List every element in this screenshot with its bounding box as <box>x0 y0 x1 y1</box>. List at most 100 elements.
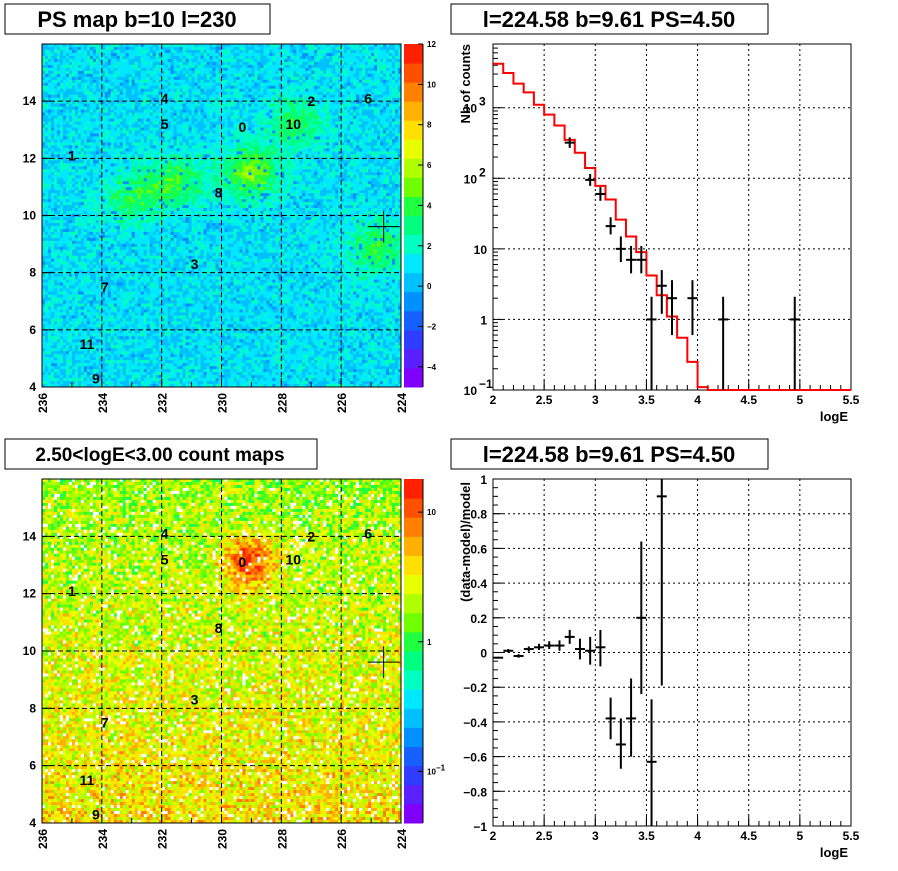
source-label-11: 11 <box>79 336 94 352</box>
count-map-sources: 0 1 2 3 4 5 6 7 8 9 10 11 <box>68 525 400 822</box>
y-tick-label: 14 <box>23 94 37 108</box>
colorbar-tick-label: 2 <box>427 242 432 251</box>
x-tick-label: 224 <box>395 829 409 849</box>
colorbar-segment <box>404 215 423 236</box>
x-tick-label: 232 <box>156 829 170 849</box>
x-tick-label: 4 <box>694 829 701 843</box>
ps-map-colorbar: 12 10 8 6 4 2 0 −2 −4 <box>404 40 437 388</box>
x-tick-label: 226 <box>335 829 349 849</box>
y-tick-label: 10 <box>464 102 478 116</box>
ps-map-grid <box>41 43 402 388</box>
colorbar-segment <box>404 631 423 652</box>
colorbar-segment <box>404 82 423 102</box>
colorbar-segment <box>404 158 423 178</box>
count-map-cells <box>42 479 402 824</box>
colorbar-segment <box>404 234 423 255</box>
colorbar-tick-label: 10 <box>427 80 436 89</box>
y-tick-label: 4 <box>29 816 36 830</box>
source-label-6: 6 <box>364 525 372 541</box>
x-tick-label: 230 <box>216 393 230 413</box>
colorbar-segment <box>404 689 423 709</box>
x-tick-label: 228 <box>275 393 289 413</box>
colorbar-segment <box>404 479 423 499</box>
y-tick-label: −0.4 <box>463 716 487 730</box>
spectrum-panel: l=224.58 b=9.61 PS=4.50 2 2.5 3 3.5 4 4.5 5 5.5… <box>450 3 860 424</box>
model-step-line <box>493 62 851 391</box>
spectrum-title: l=224.58 b=9.61 PS=4.50 <box>483 7 736 32</box>
spectrum-title-box <box>450 3 769 35</box>
x-tick-label: 5.5 <box>843 393 860 407</box>
colorbar-segment <box>404 517 423 537</box>
count-map-title-box <box>4 438 318 470</box>
y-tick-label: 8 <box>29 701 36 715</box>
source-label-6: 6 <box>364 90 372 106</box>
colorbar-segment <box>404 555 423 576</box>
y-tick-label: 10 <box>23 644 37 658</box>
x-tick-label: 230 <box>216 829 230 849</box>
source-label-4: 4 <box>161 525 169 541</box>
colorbar-segment <box>404 746 423 767</box>
source-label-2: 2 <box>307 93 315 109</box>
colorbar-segment <box>404 63 423 83</box>
colorbar-segment <box>404 612 423 633</box>
colorbar-segment <box>404 120 423 140</box>
colorbar-segment <box>404 196 423 216</box>
x-tick-label: 3.5 <box>638 393 655 407</box>
y-tick-label: 1 <box>480 313 487 327</box>
source-label-10: 10 <box>286 116 302 132</box>
colorbar-segment <box>404 253 423 274</box>
colorbar-tick-label: −4 <box>427 363 437 372</box>
residuals-title-box <box>450 438 769 470</box>
residuals-title: l=224.58 b=9.61 PS=4.50 <box>483 442 736 467</box>
x-tick-label: 2 <box>490 393 497 407</box>
colorbar-segment <box>404 177 423 197</box>
colorbar-segment <box>404 536 423 556</box>
colorbar-tick-label: −2 <box>427 322 437 331</box>
x-tick-label: 2.5 <box>536 829 553 843</box>
y-tick-sup: −1 <box>479 377 493 391</box>
source-label-5: 5 <box>161 116 169 132</box>
colorbar-segment <box>404 310 423 331</box>
residuals-plot: 2 2.5 3 3.5 4 4.5 5 5.5 1 0.8 0.6 0.4 0.2 0 −0.2 −0.4 −0… <box>463 473 859 843</box>
residuals-x-label: logE <box>820 845 848 860</box>
colorbar-tick-label: 10 <box>427 767 436 776</box>
source-label-7: 7 <box>101 715 109 731</box>
residuals-y-label: (data-model)/model <box>458 482 473 602</box>
colorbar-segment <box>404 651 423 671</box>
source-label-1: 1 <box>68 583 76 599</box>
source-label-10: 10 <box>286 551 302 567</box>
source-label-8: 8 <box>215 620 223 636</box>
colorbar-segment <box>404 574 423 595</box>
colorbar-segment <box>404 139 423 159</box>
y-tick-label: 0.8 <box>470 508 487 522</box>
y-tick-label: 14 <box>23 529 37 543</box>
source-label-11: 11 <box>79 772 94 788</box>
colorbar-segment <box>404 329 423 350</box>
x-tick-label: 224 <box>395 393 409 413</box>
source-label-3: 3 <box>191 256 199 272</box>
colorbar-tick-label: 6 <box>427 161 432 170</box>
y-tick-label: 0.2 <box>470 612 487 626</box>
y-tick-label: 12 <box>23 151 37 165</box>
x-tick-label: 5.5 <box>843 829 860 843</box>
x-tick-label: 3 <box>592 393 599 407</box>
colorbar-segment <box>404 765 423 786</box>
x-tick-label: 3.5 <box>638 829 655 843</box>
y-tick-label: 10 <box>464 172 478 186</box>
y-tick-label: 6 <box>29 323 36 337</box>
colorbar-segment <box>404 44 423 64</box>
colorbar-tick-label: 12 <box>427 40 436 49</box>
y-tick-label: −0.8 <box>463 785 487 799</box>
x-tick-label: 2 <box>490 829 497 843</box>
residuals-panel: l=224.58 b=9.61 PS=4.50 2 2.5 3 3.5 4 4.5 5 5.5… <box>450 438 860 860</box>
source-label-8: 8 <box>215 185 223 201</box>
colorbar-segment <box>404 101 423 121</box>
colorbar-tick-sup: −1 <box>436 763 446 772</box>
y-tick-label: −1 <box>473 820 487 834</box>
y-tick-label: −0.6 <box>463 751 487 765</box>
y-tick-sup: 2 <box>479 165 486 179</box>
x-tick-label: 234 <box>96 829 110 849</box>
y-tick-label: 8 <box>29 266 36 280</box>
